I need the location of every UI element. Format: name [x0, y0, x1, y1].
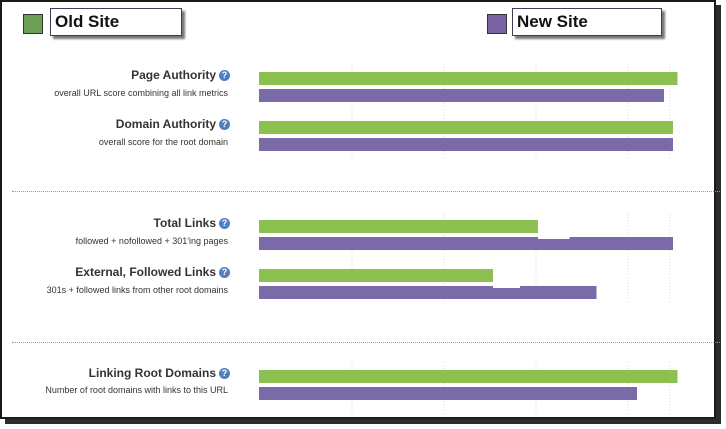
metric-title-domain-authority: Domain Authority? [116, 117, 230, 131]
bar-mask [538, 232, 570, 239]
legend-label-new-site: New Site [512, 8, 662, 36]
legend-swatch-old-site [23, 14, 43, 34]
question-icon[interactable]: ? [219, 267, 230, 278]
metric-title-text: Domain Authority [115, 117, 216, 131]
metric-subtitle-external-followed-links: 301s + followed links from other root do… [46, 285, 228, 295]
legend-label-old-site: Old Site [50, 8, 182, 36]
bar-new-site [259, 286, 597, 299]
bar-old-site [259, 220, 538, 233]
metric-title-linking-root-domains: Linking Root Domains? [89, 366, 230, 380]
bar-new-site [259, 237, 673, 250]
question-icon[interactable]: ? [219, 218, 230, 229]
metric-title-external-followed-links: External, Followed Links? [75, 265, 230, 279]
question-icon[interactable]: ? [219, 70, 230, 81]
metric-title-text: Linking Root Domains [88, 366, 216, 380]
metric-title-text: Total Links [153, 216, 216, 230]
metric-title-text: Page Authority [131, 68, 216, 82]
bar-old-site [259, 72, 678, 85]
bar-chart [259, 64, 678, 414]
metric-subtitle-page-authority: overall URL score combining all link met… [54, 88, 228, 98]
metric-title-text: External, Followed Links [75, 265, 216, 279]
bar-new-site [259, 89, 664, 102]
metric-title-total-links: Total Links? [154, 216, 230, 230]
bar-old-site [259, 370, 678, 383]
question-icon[interactable]: ? [219, 119, 230, 130]
metric-subtitle-domain-authority: overall score for the root domain [98, 137, 228, 147]
metric-subtitle-total-links: followed + nofollowed + 301'ing pages [75, 236, 228, 246]
section-divider [12, 342, 720, 343]
metric-subtitle-linking-root-domains: Number of root domains with links to thi… [45, 385, 228, 395]
metric-title-page-authority: Page Authority? [131, 68, 230, 82]
bar-old-site [259, 121, 673, 134]
legend-swatch-new-site [487, 14, 507, 34]
bar-new-site [259, 387, 637, 400]
bar-new-site [259, 138, 673, 151]
question-icon[interactable]: ? [219, 368, 230, 379]
bar-mask [493, 281, 520, 288]
bar-old-site [259, 269, 493, 282]
section-divider [12, 191, 720, 192]
comparison-panel: Old Site New Site Page Authority? overal… [0, 0, 720, 419]
